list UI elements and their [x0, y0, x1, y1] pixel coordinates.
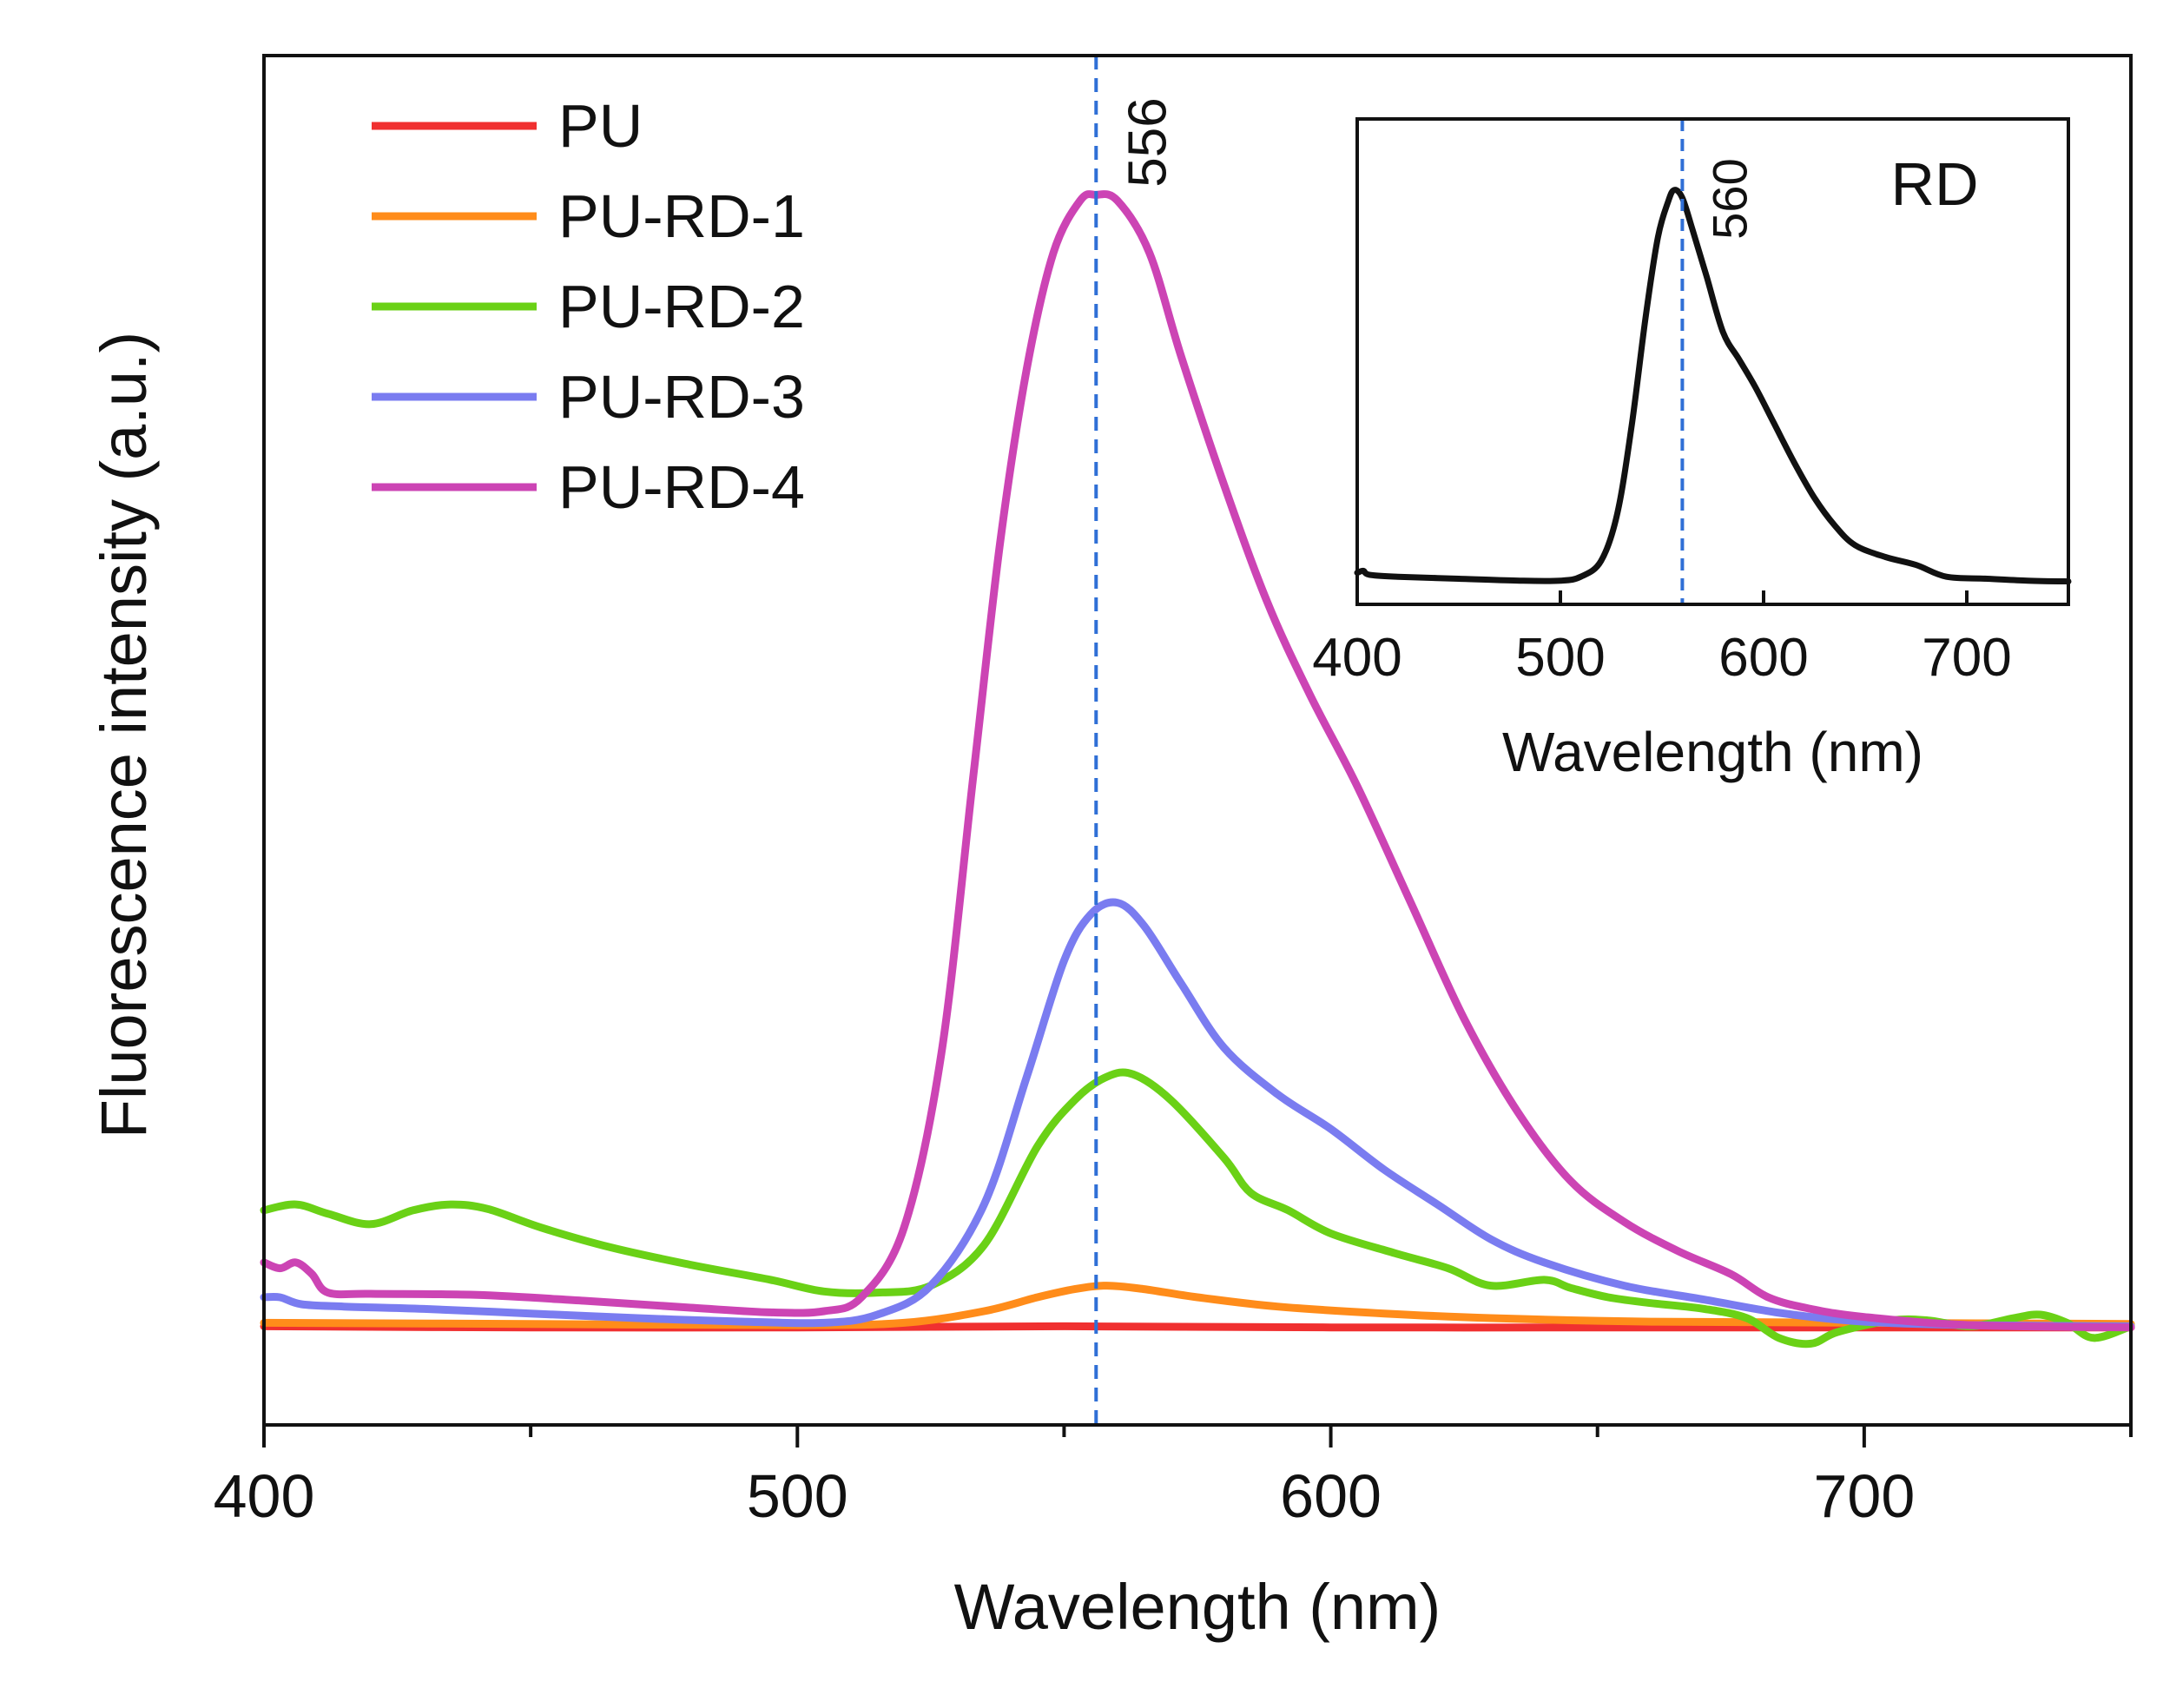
x-tick-label: 700 — [1813, 1462, 1915, 1530]
legend-item-pu-rd-2: PU-RD-2 — [372, 273, 805, 340]
legend: PU PU-RD-1 PU-RD-2 PU-RD-3 PU-RD-4 — [372, 92, 805, 521]
legend-item-pu-rd-3: PU-RD-3 — [372, 363, 805, 431]
main-y-axis-title: Fluorescence intensity (a.u.) — [88, 332, 160, 1139]
inset-plot-area: 560 — [1354, 119, 2072, 604]
legend-label: PU-RD-3 — [558, 363, 805, 431]
inset-x-axis-title: Wavelength (nm) — [1502, 721, 1923, 783]
series-line-pu-rd-4 — [260, 190, 2135, 1332]
inset-x-axis: 400 500 600 700 — [1312, 590, 2012, 688]
series-line-pu-rd-3 — [260, 898, 2135, 1330]
x-tick-label: 600 — [1280, 1462, 1382, 1530]
inset-x-tick-label: 700 — [1922, 628, 2011, 688]
reference-line-label: 556 — [1118, 97, 1177, 187]
inset-series-line — [1354, 187, 2072, 585]
inset-x-tick-label: 400 — [1312, 628, 1401, 688]
x-tick-label: 500 — [747, 1462, 848, 1530]
inset-background — [1357, 119, 2068, 604]
main-plot-frame — [262, 54, 2133, 1427]
inset-title: RD — [1890, 150, 1978, 218]
main-x-axis-title: Wavelength (nm) — [954, 1571, 1441, 1643]
inset-reference-line-label: 560 — [1702, 158, 1757, 239]
inset-x-tick-label: 500 — [1515, 628, 1605, 688]
inset-plot-frame — [1355, 117, 2070, 606]
inset-x-tick-label: 600 — [1718, 628, 1808, 688]
legend-item-pu: PU — [372, 92, 643, 160]
legend-label: PU-RD-1 — [558, 182, 805, 250]
legend-label: PU — [558, 92, 643, 160]
main-x-axis: 400 500 600 700 — [214, 1425, 2133, 1530]
legend-item-pu-rd-1: PU-RD-1 — [372, 182, 805, 250]
legend-item-pu-rd-4: PU-RD-4 — [372, 453, 805, 521]
legend-label: PU-RD-2 — [558, 273, 805, 340]
main-plot-area: 556 — [260, 56, 2135, 1425]
legend-label: PU-RD-4 — [558, 453, 805, 521]
x-tick-label: 400 — [214, 1462, 315, 1530]
